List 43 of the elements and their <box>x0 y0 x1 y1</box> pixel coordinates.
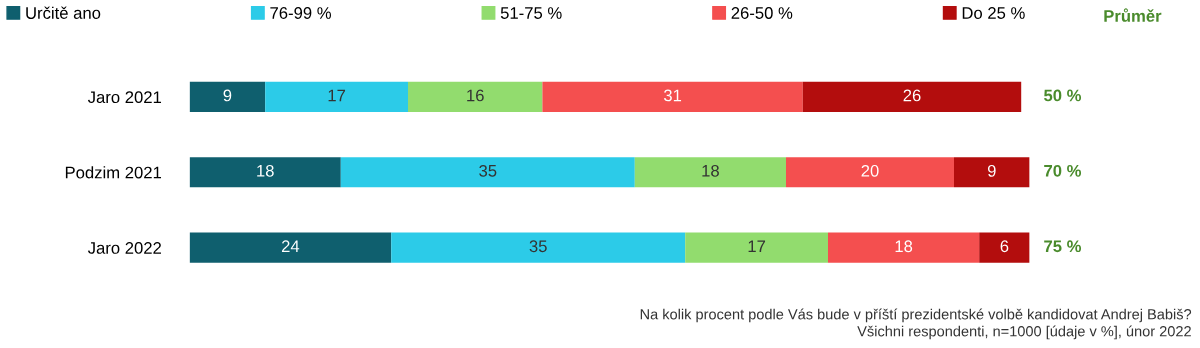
y-tick-label: Podzim 2021 <box>65 166 162 179</box>
text: 70 % <box>1044 164 1082 177</box>
text: Průměr <box>1104 8 1162 22</box>
bar <box>189 232 392 263</box>
data-label: 26 <box>903 89 921 102</box>
bar <box>786 157 954 188</box>
data-label: 16 <box>467 89 484 102</box>
data-label: 9 <box>223 89 232 102</box>
bar <box>391 232 686 263</box>
y-tick-label: Jaro 2021 <box>87 91 162 104</box>
data-label: 24 <box>281 240 300 252</box>
data-label: 18 <box>895 240 913 253</box>
bar <box>340 157 635 188</box>
bar <box>802 81 1022 112</box>
legend-label: 26-50 % <box>731 7 793 19</box>
data-label: 35 <box>529 240 547 253</box>
legend-label: Určitě ano <box>26 6 101 19</box>
data-label: 17 <box>748 240 766 252</box>
bar <box>408 81 543 112</box>
data-label: 35 <box>479 164 497 177</box>
text: Na kolik procent podle Vás bude v příští prezidentské volbě kandidovat Andrej Babiš? Všichni respondenti, n=1000 [údaje v %], únor 2022 <box>640 308 1192 340</box>
text: 50 % <box>1044 89 1082 102</box>
data-label: 20 <box>861 164 879 177</box>
text: 75 % <box>1044 240 1082 253</box>
data-label: 6 <box>1000 240 1009 253</box>
bar <box>542 81 803 112</box>
bar <box>265 81 408 112</box>
data-label: 18 <box>702 164 719 177</box>
y-tick-label: Jaro 2022 <box>87 242 161 254</box>
bar <box>979 232 1030 263</box>
bar <box>189 81 266 112</box>
legend-label: 76-99 % <box>270 7 331 19</box>
bar <box>828 232 980 263</box>
bar <box>685 232 828 263</box>
data-label: 18 <box>257 164 274 177</box>
bar <box>189 157 341 188</box>
data-label: 31 <box>663 89 682 102</box>
bar <box>954 157 1030 188</box>
data-label: 17 <box>328 89 346 102</box>
legend-label: 51-75 % <box>500 7 562 19</box>
bar <box>634 157 786 188</box>
data-label: 9 <box>987 164 996 177</box>
legend-label: Do 25 % <box>962 7 1025 19</box>
